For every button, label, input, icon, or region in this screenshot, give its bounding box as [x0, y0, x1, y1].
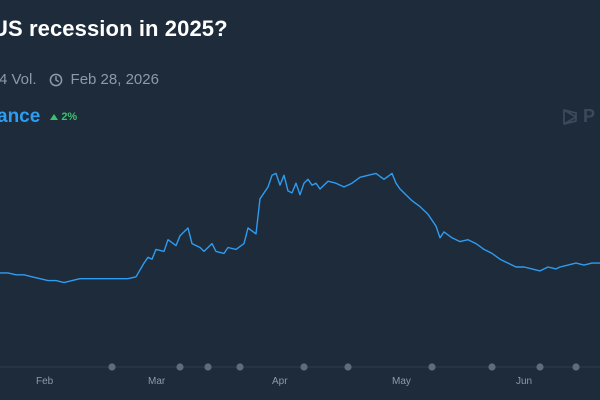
logo-text: P: [583, 106, 596, 126]
timeline-marker-9[interactable]: [536, 363, 544, 371]
chance-label: ance: [0, 106, 41, 127]
x-tick-may: May: [392, 376, 411, 387]
logo: P: [561, 106, 595, 127]
x-tick-labels: Feb Mar Apr May Jun: [36, 376, 532, 387]
triangle-up-icon: [50, 114, 59, 120]
x-tick-apr: Apr: [272, 376, 288, 387]
timeline-marker-3[interactable]: [204, 363, 212, 371]
market-meta: 4 Vol. Feb 28, 2026: [0, 71, 159, 88]
timeline-marker-1[interactable]: [108, 363, 116, 371]
timeline-marker-7[interactable]: [428, 363, 436, 371]
x-tick-feb: Feb: [36, 376, 54, 387]
chance-row: ance 2%: [0, 106, 77, 128]
x-tick-mar: Mar: [148, 376, 166, 387]
x-tick-jun: Jun: [516, 376, 532, 387]
polymarket-logo-icon: [563, 108, 577, 125]
timeline-markers: [108, 363, 580, 371]
series-line-chance[interactable]: [0, 172, 600, 284]
clock-icon: [49, 73, 62, 86]
timeline-marker-5[interactable]: [300, 363, 308, 371]
end-date: Feb 28, 2026: [70, 71, 159, 88]
timeline-marker-8[interactable]: [488, 363, 496, 371]
volume-text: 4 Vol.: [0, 71, 37, 88]
timeline-marker-10[interactable]: [572, 363, 580, 371]
change-value: 2%: [61, 111, 78, 123]
timeline-marker-4[interactable]: [236, 363, 244, 371]
timeline-marker-6[interactable]: [344, 363, 352, 371]
change-indicator: 2%: [50, 111, 77, 123]
market-title: US recession in 2025?: [0, 16, 228, 41]
timeline-marker-2[interactable]: [176, 363, 184, 371]
end-date-group: Feb 28, 2026: [49, 71, 159, 88]
